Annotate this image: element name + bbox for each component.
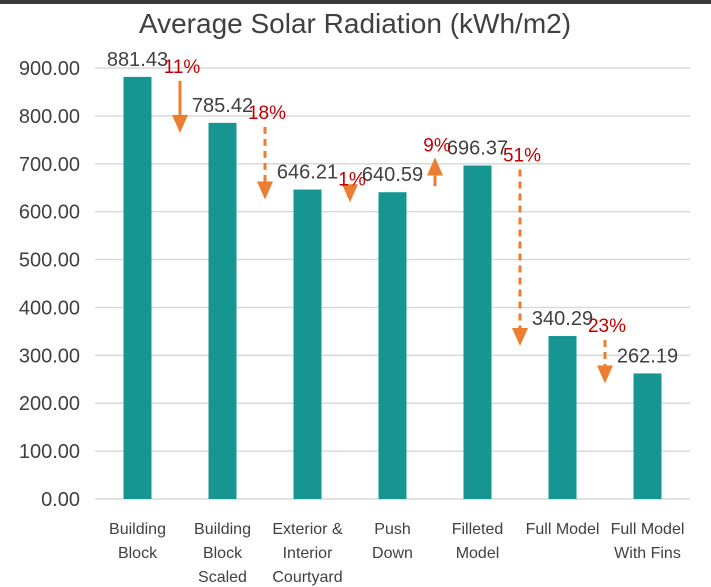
data-label: 262.19 <box>617 345 678 367</box>
change-percent-label: 1% <box>338 170 366 191</box>
y-tick-label: 0.00 <box>41 489 80 511</box>
y-tick-label: 700.00 <box>19 154 80 176</box>
change-percent-label: 51% <box>503 146 541 167</box>
x-tick-label: Full Model <box>526 521 600 538</box>
x-tick-label: Exterior & <box>272 521 343 538</box>
change-arrow-head <box>597 365 613 384</box>
change-percent-label: 23% <box>588 316 626 337</box>
bar <box>633 373 662 499</box>
change-arrow-head <box>512 328 528 347</box>
y-tick-label: 500.00 <box>19 250 80 272</box>
x-tick-label: Push <box>374 521 410 538</box>
x-tick-label: Building <box>109 521 166 538</box>
bar <box>378 192 407 499</box>
data-label: 881.43 <box>107 49 168 71</box>
y-tick-label: 400.00 <box>19 297 80 319</box>
change-annotation: 9% <box>423 136 451 187</box>
change-annotations: 11% 18% 1% 9% 51% 23% <box>164 57 626 384</box>
y-tick-label: 100.00 <box>19 441 80 463</box>
bars <box>123 76 662 499</box>
change-annotation: 23% <box>588 316 626 384</box>
y-axis-ticks: 0.00 100.00 200.00 300.00 400.00 500.00 600.00… <box>19 58 80 511</box>
change-annotation: 11% <box>164 57 201 133</box>
x-tick-label: Courtyard <box>272 569 342 586</box>
y-tick-label: 900.00 <box>19 58 80 80</box>
x-tick-label: Filleted <box>452 521 504 538</box>
x-tick-label: Model <box>456 545 500 562</box>
change-percent-label: 9% <box>423 136 451 157</box>
data-label: 696.37 <box>447 138 508 160</box>
bar <box>548 336 577 499</box>
bar <box>123 76 152 499</box>
data-label: 646.21 <box>277 162 338 184</box>
change-percent-label: 18% <box>248 103 286 124</box>
change-percent-label: 11% <box>164 57 201 78</box>
change-annotation: 18% <box>248 103 286 200</box>
change-arrow-head <box>172 114 188 133</box>
change-annotation: 51% <box>503 146 541 347</box>
x-tick-label: Block <box>118 545 158 562</box>
y-tick-label: 800.00 <box>19 106 80 128</box>
change-arrow-head <box>342 184 358 203</box>
x-tick-label: With Fins <box>614 545 681 562</box>
x-tick-label: Full Model <box>611 521 685 538</box>
change-annotation: 1% <box>338 170 366 203</box>
bar <box>293 189 322 499</box>
chart-title: Average Solar Radiation (kWh/m2) <box>139 8 571 39</box>
bar <box>463 165 492 499</box>
x-tick-label: Block <box>203 545 243 562</box>
data-label: 340.29 <box>532 308 593 330</box>
x-tick-label: Scaled <box>198 569 247 586</box>
change-arrow-head <box>257 181 273 200</box>
bar <box>208 122 237 499</box>
y-tick-label: 600.00 <box>19 202 80 224</box>
x-axis-ticks: Building Block Building Block Scaled Exterior… <box>109 521 684 586</box>
x-tick-label: Down <box>372 545 413 562</box>
y-tick-label: 200.00 <box>19 393 80 415</box>
bar-chart: Average Solar Radiation (kWh/m2) 0.00 100… <box>19 8 690 586</box>
data-label: 785.42 <box>192 95 253 117</box>
x-tick-label: Interior <box>283 545 333 562</box>
y-tick-label: 300.00 <box>19 345 80 367</box>
change-arrow-head <box>427 157 443 176</box>
x-tick-label: Building <box>194 521 251 538</box>
data-labels: 881.43 785.42 646.21 640.59 696.37 340.29 262.… <box>107 49 678 368</box>
data-label: 640.59 <box>362 164 423 186</box>
